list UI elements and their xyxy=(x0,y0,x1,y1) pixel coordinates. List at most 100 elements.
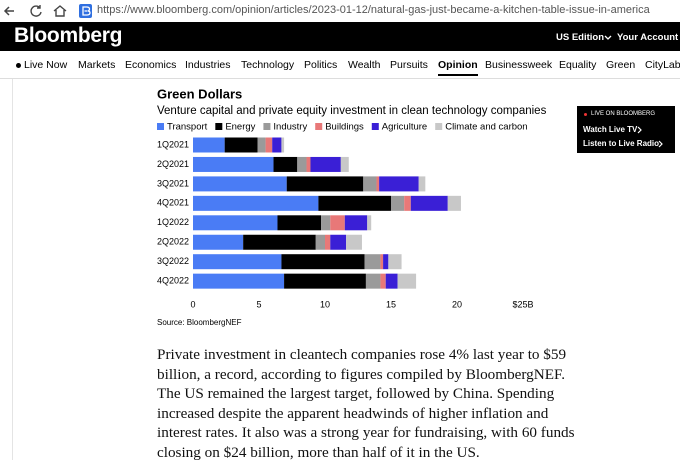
nav-item[interactable]: Green xyxy=(606,59,636,71)
bar-segment xyxy=(243,234,316,250)
chart: Green Dollars Venture capital and privat… xyxy=(157,86,547,327)
bar-segment xyxy=(265,137,273,153)
bar-segment xyxy=(281,137,285,153)
bar-segment xyxy=(284,273,366,289)
x-tick-label: 20 xyxy=(452,299,462,309)
y-tick-label: 2Q2021 xyxy=(157,159,189,169)
bar-segment xyxy=(277,215,322,231)
article-line: closing on $24 billion, more than half o… xyxy=(157,444,480,460)
bar-segment xyxy=(391,195,405,211)
legend-label: Energy xyxy=(225,122,255,133)
logo[interactable]: Bloomberg xyxy=(14,24,123,47)
legend-swatch xyxy=(215,123,223,130)
nav-item[interactable]: CityLab xyxy=(645,59,680,71)
live-label: LIVE ON BLOOMBERG xyxy=(591,111,656,117)
account-link[interactable]: Your Account xyxy=(617,32,679,43)
site-header xyxy=(0,22,680,51)
nav-item[interactable]: Live Now xyxy=(24,59,68,71)
y-tick-label: 4Q2021 xyxy=(157,198,189,208)
bar-segment xyxy=(193,176,287,192)
nav-item[interactable]: Pursuits xyxy=(390,59,428,71)
bar-segment xyxy=(193,254,282,270)
bar-segment xyxy=(193,137,225,153)
article-line: billion, a record, according to figures … xyxy=(157,365,566,383)
bar-segment xyxy=(363,176,377,192)
live-box xyxy=(577,106,675,153)
bar-segment xyxy=(404,195,411,211)
bar-segment xyxy=(418,176,426,192)
bar-segment xyxy=(281,254,365,270)
nav-item[interactable]: Businessweek xyxy=(485,59,553,71)
bar-segment xyxy=(380,254,384,270)
legend-swatch xyxy=(371,123,379,130)
legend-label: Industry xyxy=(273,122,307,133)
x-tick-label: 0 xyxy=(190,299,195,309)
legend-label: Transport xyxy=(167,122,208,133)
edition-menu[interactable]: US Edition xyxy=(556,32,605,43)
live-link[interactable]: Watch Live TV xyxy=(583,125,638,134)
bar-segment xyxy=(310,156,341,172)
nav-item[interactable]: Equality xyxy=(559,59,597,71)
y-tick-label: 1Q2021 xyxy=(157,139,189,149)
x-tick-label: $25B xyxy=(512,299,533,309)
bar-segment xyxy=(330,215,345,231)
live-dot xyxy=(16,63,21,68)
y-tick-label: 3Q2021 xyxy=(157,178,189,188)
bar-segment xyxy=(385,273,398,289)
article-line: Private investment in cleantech companie… xyxy=(157,346,567,363)
bar-segment xyxy=(306,156,311,172)
legend-label: Agriculture xyxy=(382,122,427,133)
live-link[interactable]: Listen to Live Radio xyxy=(583,139,660,148)
nav-item[interactable]: Politics xyxy=(304,59,338,71)
nav-item[interactable]: Industries xyxy=(185,59,231,71)
x-tick-label: 15 xyxy=(386,299,396,309)
y-tick-label: 3Q2022 xyxy=(157,256,189,266)
nav-item[interactable]: Markets xyxy=(78,59,116,71)
bar-segment xyxy=(365,273,381,289)
bar-segment xyxy=(193,234,244,250)
y-tick-label: 4Q2022 xyxy=(157,276,189,286)
chevron xyxy=(637,126,642,134)
legend-swatch xyxy=(435,123,443,130)
bar-segment xyxy=(297,156,307,172)
chevron xyxy=(658,140,663,148)
legend-swatch xyxy=(157,123,164,130)
caret xyxy=(604,35,612,40)
bar-segment xyxy=(367,215,372,231)
bar-segment xyxy=(273,156,298,172)
bar-segment xyxy=(257,137,266,153)
chart-subtitle: Venture capital and private equity inves… xyxy=(157,105,547,117)
nav-item[interactable]: Opinion xyxy=(438,59,478,76)
bar-segment xyxy=(272,137,282,153)
nav-bar xyxy=(0,51,680,79)
border xyxy=(12,79,13,460)
article-line: The US remained the largest target, foll… xyxy=(157,385,555,403)
chart-title: Green Dollars xyxy=(157,86,242,101)
bar-segment xyxy=(379,176,419,192)
bar-segment xyxy=(410,195,448,211)
bar-segment xyxy=(193,215,278,231)
bar-segment xyxy=(193,156,274,172)
article-line: increased despite the apparent headwinds… xyxy=(157,404,549,422)
bar-segment xyxy=(364,254,381,270)
nav-item[interactable]: Technology xyxy=(241,59,295,71)
y-tick-label: 2Q2022 xyxy=(157,237,189,247)
bar-segment xyxy=(193,195,319,211)
y-tick-label: 1Q2022 xyxy=(157,217,189,227)
bar-segment xyxy=(318,195,391,211)
bar-segment xyxy=(315,234,325,250)
url[interactable]: https://www.bloomberg.com/opinion/articl… xyxy=(97,4,650,16)
legend-label: Buildings xyxy=(325,122,364,133)
nav-item[interactable]: Wealth xyxy=(348,59,381,71)
legend-swatch xyxy=(263,123,271,130)
x-tick-label: 5 xyxy=(256,299,261,309)
bar-segment xyxy=(380,273,386,289)
legend-label: Climate and carbon xyxy=(445,122,527,133)
bar-segment xyxy=(325,234,331,250)
bar-segment xyxy=(388,254,402,270)
bar-segment xyxy=(330,234,347,250)
nav-item[interactable]: Economics xyxy=(125,59,177,71)
legend-swatch xyxy=(315,123,323,130)
live-indicator xyxy=(584,113,587,116)
